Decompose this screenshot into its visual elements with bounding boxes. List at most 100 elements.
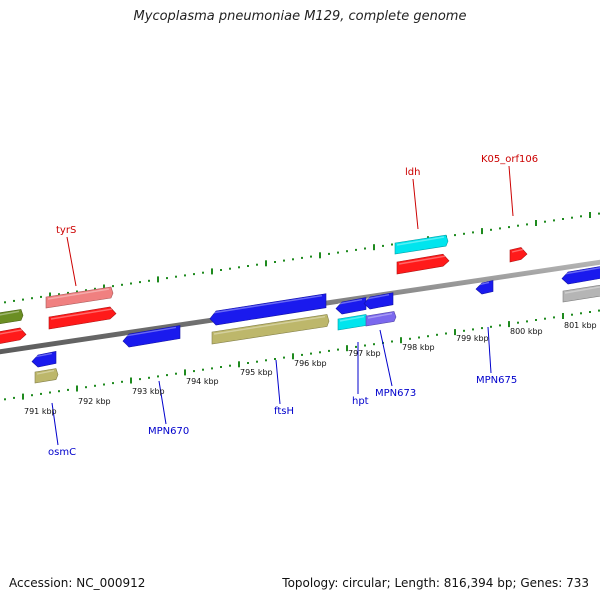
forward-tick: [220, 269, 222, 271]
reverse-tick: [553, 316, 555, 319]
reverse-tick: [238, 361, 240, 368]
feature-highlight: [339, 315, 365, 322]
feature-r-right-cds[interactable]: [562, 284, 600, 303]
feature-highlight: [511, 248, 524, 253]
feature-highlight: [50, 308, 113, 320]
feature-f-ldh-cds[interactable]: [394, 234, 449, 255]
forward-tick: [49, 292, 51, 299]
feature-body: [45, 286, 114, 309]
feature-body: [0, 309, 24, 325]
feature-body: [0, 327, 27, 344]
feature-highlight: [124, 326, 177, 337]
feature-f-red-left[interactable]: [0, 327, 27, 345]
gene-label-mpn673[interactable]: MPN673: [375, 388, 416, 399]
forward-tick: [373, 244, 375, 251]
feature-highlight: [398, 255, 446, 265]
forward-tick: [589, 212, 591, 218]
reverse-tick: [310, 352, 312, 355]
feature-r-osmc-gene[interactable]: [31, 351, 57, 368]
gene-label-k05-orf106[interactable]: K05_orf106: [481, 154, 538, 165]
gene-label-tyrs[interactable]: tyrS: [56, 225, 76, 236]
feature-body: [48, 306, 117, 330]
feature-r-right-gene[interactable]: [561, 265, 600, 285]
forward-tick: [571, 216, 573, 219]
reverse-tick: [94, 384, 96, 387]
reverse-tick: [490, 325, 492, 328]
forward-tick: [202, 271, 204, 274]
gene-label-osmc[interactable]: osmC: [48, 447, 76, 458]
forward-tick: [328, 252, 330, 255]
forward-tick: [130, 282, 132, 285]
feature-f-tyrs-cds[interactable]: [45, 286, 114, 309]
gene-label-mpn670[interactable]: MPN670: [148, 426, 189, 437]
reverse-tick: [292, 353, 294, 360]
feature-r-ftsh-gene[interactable]: [209, 293, 327, 326]
label-leader-line: [51, 402, 59, 446]
reverse-tick: [427, 335, 429, 338]
reverse-tick: [454, 329, 456, 336]
gene-label-hpt[interactable]: hpt: [352, 396, 369, 407]
reverse-tick: [562, 313, 564, 319]
reverse-tick: [364, 344, 366, 347]
scale-label-800: 800 kbp: [510, 327, 543, 336]
gene-label-ldh[interactable]: ldh: [405, 167, 420, 178]
forward-tick: [283, 259, 285, 262]
feature-r-mpn675-gene[interactable]: [475, 280, 494, 295]
reverse-tick: [355, 345, 357, 348]
scale-label-796: 796 kbp: [294, 359, 327, 368]
scale-label-792: 792 kbp: [78, 397, 111, 406]
forward-tick: [553, 219, 555, 222]
reverse-tick: [463, 329, 465, 332]
forward-tick: [544, 220, 546, 223]
reverse-tick: [229, 364, 231, 367]
gene-label-mpn675[interactable]: MPN675: [476, 375, 517, 386]
label-leader-line: [508, 165, 514, 217]
reverse-tick: [220, 366, 222, 368]
feature-f-k05-gene[interactable]: [509, 247, 528, 263]
feature-r-mpn673-gene[interactable]: [363, 292, 394, 310]
forward-tick: [229, 267, 231, 270]
feature-r-mpn673-cds[interactable]: [365, 311, 397, 327]
forward-tick: [256, 263, 258, 266]
feature-f-olive-left[interactable]: [0, 309, 24, 325]
reverse-tick: [418, 336, 420, 339]
reverse-tick: [481, 327, 483, 330]
scale-label-793: 793 kbp: [132, 387, 165, 396]
reverse-tick: [544, 317, 546, 320]
reverse-tick: [157, 375, 159, 378]
label-leader-line: [379, 329, 393, 387]
forward-tick: [454, 234, 456, 237]
forward-tick: [157, 276, 159, 283]
reverse-tick: [58, 390, 60, 393]
reverse-tick: [301, 353, 303, 356]
scale-label-791: 791 kbp: [24, 407, 57, 416]
feature-r-mpn670-gene[interactable]: [122, 325, 181, 348]
forward-tick: [517, 224, 519, 227]
feature-highlight: [477, 281, 490, 286]
feature-highlight: [564, 286, 600, 294]
forward-tick: [472, 231, 474, 234]
forward-tick: [463, 232, 465, 235]
reverse-tick: [4, 398, 6, 401]
forward-tick: [13, 299, 15, 302]
forward-tick: [598, 212, 600, 215]
reverse-tick: [247, 362, 249, 364]
forward-tick: [94, 287, 96, 290]
gene-label-ftsh[interactable]: ftsH: [274, 406, 294, 417]
feature-r-osmc-cds[interactable]: [34, 368, 59, 384]
reverse-tick: [436, 333, 438, 336]
feature-r-ftsh-cds[interactable]: [211, 314, 330, 345]
forward-tick: [67, 291, 69, 294]
forward-tick: [580, 215, 582, 218]
forward-tick: [274, 261, 276, 263]
feature-body: [475, 280, 494, 295]
feature-f-tyrs-gene[interactable]: [48, 306, 117, 330]
reverse-tick: [337, 348, 339, 351]
feature-r-hpt-cds[interactable]: [337, 314, 369, 331]
forward-tick: [85, 289, 87, 292]
reverse-tick: [499, 324, 501, 327]
scale-label-799: 799 kbp: [456, 334, 489, 343]
accession-text: Accession: NC_000912: [9, 576, 146, 590]
forward-tick: [508, 226, 510, 229]
feature-f-ldh-gene[interactable]: [396, 253, 450, 275]
